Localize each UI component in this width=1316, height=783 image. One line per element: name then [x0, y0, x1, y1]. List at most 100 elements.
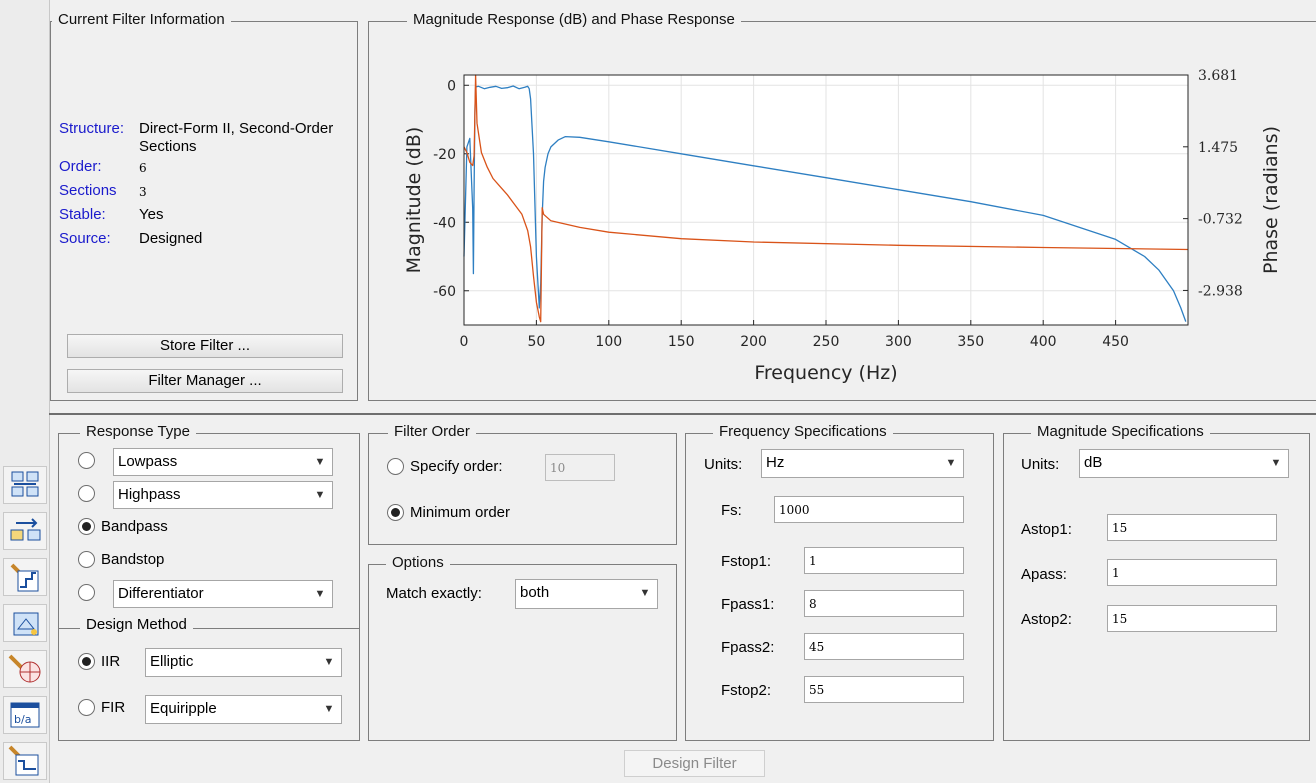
fpass2-label: Fpass2: [721, 639, 775, 656]
realize-model-icon[interactable] [3, 604, 47, 642]
astop2-label: Astop2: [1021, 611, 1072, 628]
chevron-down-icon: ▼ [314, 489, 326, 501]
fir-method-select[interactable]: Equiripple ▼ [145, 695, 342, 724]
chevron-down-icon: ▼ [314, 456, 326, 468]
x-tick-label: 450 [1102, 334, 1129, 350]
pole-zero-editor-icon[interactable] [3, 558, 47, 596]
minimum-order-radio[interactable] [387, 504, 404, 521]
filter-manager-button[interactable]: Filter Manager ... [67, 369, 343, 393]
fpass2-input[interactable]: 45 [804, 633, 964, 660]
sections-value: 3 [139, 185, 147, 199]
design-method-title: Design Method [80, 616, 193, 633]
bandstop-radio[interactable] [78, 551, 95, 568]
fs-label: Fs: [721, 502, 742, 519]
response-type-panel: Response Type [58, 423, 360, 741]
sections-label: Sections [59, 182, 117, 199]
order-input[interactable]: 10 [545, 454, 615, 481]
source-label: Source: [59, 230, 111, 247]
stable-value: Yes [139, 206, 164, 223]
fstop1-input[interactable]: 1 [804, 547, 964, 574]
highpass-radio[interactable] [78, 485, 95, 502]
y2-tick-label: 1.475 [1198, 140, 1238, 156]
design-pole-icon[interactable] [3, 650, 47, 688]
chevron-down-icon: ▼ [323, 703, 335, 715]
apass-label: Apass: [1021, 566, 1067, 583]
freq-units-select[interactable]: Hz ▼ [761, 449, 964, 478]
astop1-label: Astop1: [1021, 521, 1072, 538]
chevron-down-icon: ▼ [639, 587, 651, 599]
y-axis-label: Magnitude (dB) [403, 127, 425, 274]
order-label: Order: [59, 158, 102, 175]
mag-units-label: Units: [1021, 456, 1060, 473]
astop1-input[interactable]: 15 [1107, 514, 1277, 541]
iir-label: IIR [101, 653, 121, 670]
match-exactly-select[interactable]: both ▼ [515, 579, 658, 609]
fstop1-label: Fstop1: [721, 553, 772, 570]
order-value: 6 [139, 161, 147, 175]
differentiator-radio[interactable] [78, 584, 95, 601]
fir-label: FIR [101, 699, 126, 716]
structure-label: Structure: [59, 120, 125, 137]
fs-input[interactable]: 1000 [774, 496, 964, 523]
source-value: Designed [139, 230, 203, 247]
mag-units-select[interactable]: dB ▼ [1079, 449, 1289, 478]
x-tick-label: 100 [595, 334, 622, 350]
structure-value: Direct-Form II, Second-Order Sections [139, 120, 334, 155]
bandpass-radio[interactable] [78, 518, 95, 535]
convert-structure-icon[interactable] [3, 512, 47, 550]
design-method-divider [58, 628, 360, 629]
iir-radio[interactable] [78, 653, 95, 670]
lowpass-radio[interactable] [78, 452, 95, 469]
svg-text:b/a: b/a [14, 713, 31, 726]
y-tick-label: -40 [433, 215, 456, 231]
x-tick-label: 350 [957, 334, 984, 350]
stable-label: Stable: [59, 206, 106, 223]
x-tick-label: 400 [1030, 334, 1057, 350]
y2-tick-label: -0.732 [1198, 212, 1243, 228]
highpass-select[interactable]: Highpass ▼ [113, 481, 333, 509]
plot-panel-title: Magnitude Response (dB) and Phase Respon… [407, 11, 741, 28]
top-divider [49, 413, 1316, 415]
differentiator-select[interactable]: Differentiator ▼ [113, 580, 333, 608]
plot-border [463, 74, 1189, 326]
y-tick-label: 0 [447, 78, 456, 94]
current-filter-info-panel: Current Filter Information [50, 11, 358, 401]
x-tick-label: 50 [527, 334, 545, 350]
fstop2-label: Fstop2: [721, 682, 772, 699]
options-title: Options [386, 554, 450, 571]
x-axis-label: Frequency (Hz) [754, 362, 897, 384]
lowpass-select[interactable]: Lowpass ▼ [113, 448, 333, 476]
x-tick-label: 200 [740, 334, 767, 350]
phase-line [463, 74, 1189, 323]
y2-axis-label: Phase (radians) [1260, 126, 1282, 274]
iir-method-select[interactable]: Elliptic ▼ [145, 648, 342, 677]
x-tick-label: 250 [813, 334, 840, 350]
design-filter-button[interactable]: Design Filter [624, 750, 765, 777]
transform-filter-icon[interactable] [3, 466, 47, 504]
filter-order-title: Filter Order [388, 423, 476, 440]
x-tick-label: 300 [885, 334, 912, 350]
store-filter-button[interactable]: Store Filter ... [67, 334, 343, 358]
magnitude-specs-panel: Magnitude Specifications [1003, 423, 1310, 741]
bandpass-label: Bandpass [101, 518, 168, 535]
y2-tick-label: -2.938 [1198, 283, 1243, 299]
astop2-input[interactable]: 15 [1107, 605, 1277, 632]
x-tick-label: 0 [460, 334, 469, 350]
chevron-down-icon: ▼ [314, 588, 326, 600]
frequency-specs-panel: Frequency Specifications [685, 423, 994, 741]
x-tick-label: 150 [668, 334, 695, 350]
fstop2-input[interactable]: 55 [804, 676, 964, 703]
freq-units-label: Units: [704, 456, 743, 473]
frequency-specs-title: Frequency Specifications [713, 423, 893, 440]
specify-order-radio[interactable] [387, 458, 404, 475]
chevron-down-icon: ▼ [323, 656, 335, 668]
fpass1-label: Fpass1: [721, 596, 775, 613]
apass-input[interactable]: 1 [1107, 559, 1277, 586]
multirate-design-icon[interactable] [3, 742, 47, 780]
import-filter-icon[interactable]: b/a [3, 696, 47, 734]
y-tick-label: -20 [433, 147, 456, 163]
fir-radio[interactable] [78, 699, 95, 716]
fpass1-input[interactable]: 8 [804, 590, 964, 617]
bandstop-label: Bandstop [101, 551, 165, 568]
minimum-order-label: Minimum order [410, 504, 511, 521]
